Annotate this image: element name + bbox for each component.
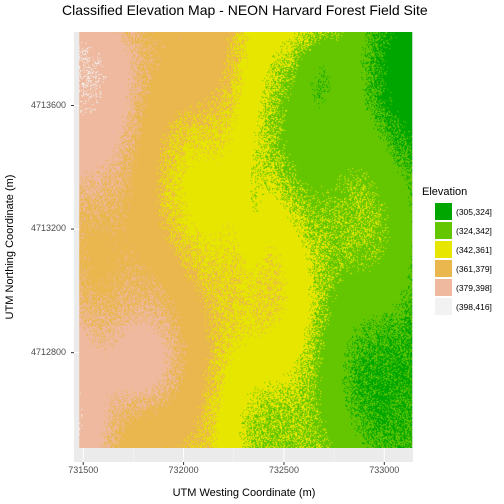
legend-label: (379,398] — [456, 282, 492, 293]
x-tick-label: 732500 — [268, 465, 299, 475]
y-axis-label: UTM Northing Coordinate (m) — [4, 174, 16, 320]
x-tick-label: 732000 — [168, 465, 199, 475]
legend-label: (342,361] — [456, 244, 492, 255]
legend-entry: (342,361] — [420, 240, 492, 259]
legend-entry: (324,342] — [420, 221, 492, 240]
tick-marks — [71, 105, 385, 465]
legend-entry: (305,324] — [420, 202, 492, 221]
legend-label: (305,324] — [456, 206, 492, 217]
legend-label: (361,379] — [456, 263, 492, 274]
legend-entry: (379,398] — [420, 278, 492, 297]
x-tick-label: 733000 — [369, 465, 400, 475]
legend-label: (398,416] — [456, 301, 492, 312]
legend-title: Elevation — [422, 186, 468, 198]
legend-color-key — [435, 222, 452, 239]
legend-color-key — [435, 203, 452, 220]
x-tick-label: 731500 — [68, 465, 99, 475]
legend-color-key — [435, 279, 452, 296]
legend-color-key — [435, 241, 452, 258]
legend-color-key — [435, 260, 452, 277]
legend-label: (324,342] — [456, 225, 492, 236]
legend-entry: (361,379] — [420, 259, 492, 278]
x-axis-label: UTM Westing Coordinate (m) — [172, 487, 316, 499]
elevation-raster — [79, 32, 413, 448]
y-tick-label: 4712800 — [30, 346, 66, 357]
legend-color-key — [435, 298, 452, 315]
y-tick-label: 4713200 — [30, 223, 66, 234]
chart-title: Classified Elevation Map - NEON Harvard … — [62, 2, 428, 18]
legend-entry: (398,416] — [420, 297, 492, 316]
legend: Elevation (305,324] (324,342] (342,361] (36… — [420, 186, 492, 316]
y-tick-label: 4713600 — [30, 99, 66, 110]
